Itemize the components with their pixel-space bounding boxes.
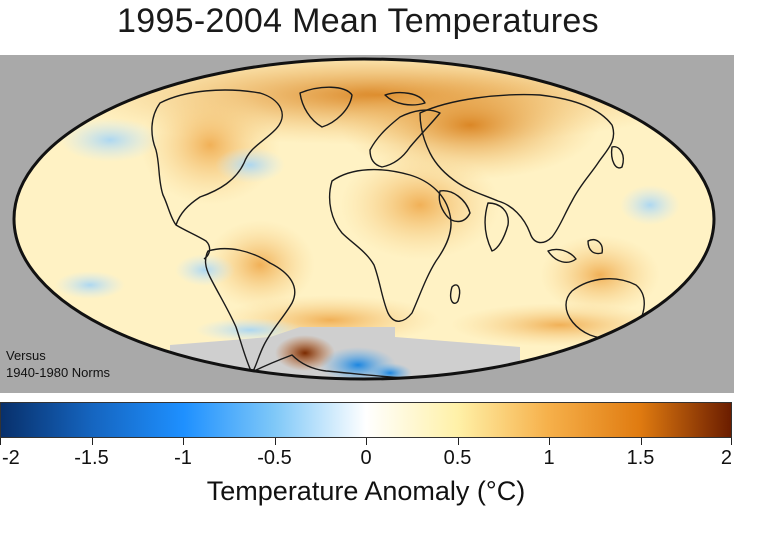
- colorbar-tick-label: -2: [2, 447, 20, 469]
- colorbar-tick-label: 2: [720, 447, 732, 469]
- colorbar-tick-label: 1: [543, 447, 555, 469]
- colorbar-tick: [549, 438, 550, 445]
- colorbar: [0, 402, 732, 438]
- colorbar-tick-label: -1.5: [74, 447, 109, 469]
- colorbar-tick: [457, 438, 459, 445]
- colorbar-tick-label: 1.5: [626, 447, 655, 469]
- colorbar-tick-label: 0: [360, 447, 372, 469]
- map-panel: [0, 55, 734, 393]
- colorbar-tick-label: 0.5: [443, 447, 472, 469]
- map-title: 1995-2004 Mean Temperatures: [117, 2, 599, 40]
- colorbar-tick: [91, 438, 93, 445]
- world-map: [12, 57, 716, 381]
- colorbar-tick: [274, 438, 276, 445]
- note-versus: Versus: [6, 348, 46, 363]
- colorbar-tick-label: -1: [174, 447, 192, 469]
- colorbar-tick: [183, 438, 184, 445]
- colorbar-tick: [366, 438, 367, 445]
- colorbar-tick: [0, 438, 1, 445]
- colorbar-tick: [640, 438, 642, 445]
- globe-border: [12, 57, 716, 381]
- note-norms: 1940-1980 Norms: [6, 365, 111, 380]
- colorbar-label: Temperature Anomaly (°C): [206, 476, 526, 506]
- colorbar-tick-label: -0.5: [257, 447, 292, 469]
- colorbar-tick: [731, 438, 732, 445]
